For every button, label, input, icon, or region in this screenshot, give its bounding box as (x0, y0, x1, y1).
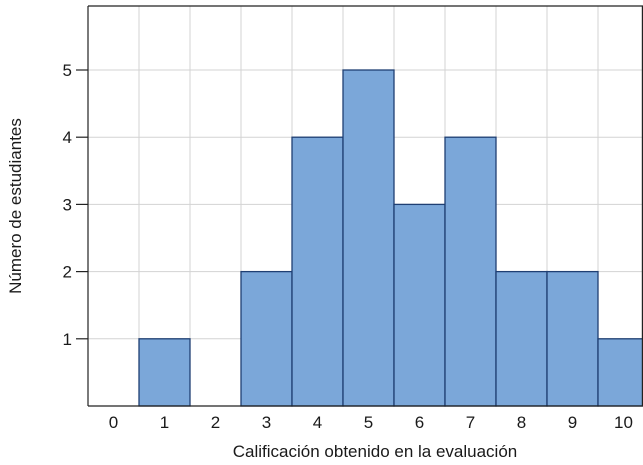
x-tick-label: 1 (160, 413, 169, 432)
x-tick-label: 4 (313, 413, 322, 432)
bar-5 (342, 69, 395, 407)
bar-9 (546, 270, 599, 407)
x-tick-label: 3 (262, 413, 271, 432)
x-tick-label: 6 (415, 413, 424, 432)
x-tick-label: 9 (568, 413, 577, 432)
x-tick-label: 10 (614, 413, 633, 432)
bar-8 (495, 270, 548, 407)
y-tick-label: 1 (63, 330, 72, 349)
x-axis-title: Calificación obtenido en la evaluación (233, 442, 517, 461)
bar-6 (393, 203, 446, 407)
x-tick-label: 0 (109, 413, 118, 432)
x-tick-label: 7 (466, 413, 475, 432)
bar-7 (444, 136, 497, 407)
ticks: 1 2 3 4 5 0 1 2 3 4 5 6 7 8 9 10 (63, 61, 633, 432)
x-tick-label: 5 (364, 413, 373, 432)
bar-3 (240, 270, 293, 407)
bar-4 (291, 136, 344, 407)
y-tick-label: 3 (63, 195, 72, 214)
x-tick-label: 2 (211, 413, 220, 432)
bars (138, 69, 643, 407)
y-tick-label: 4 (63, 128, 72, 147)
y-tick-label: 2 (63, 263, 72, 282)
y-axis-title: Número de estudiantes (6, 118, 25, 294)
x-tick-label: 8 (517, 413, 526, 432)
bar-1 (138, 338, 191, 407)
bar-10 (597, 338, 643, 407)
y-tick-label: 5 (63, 61, 72, 80)
